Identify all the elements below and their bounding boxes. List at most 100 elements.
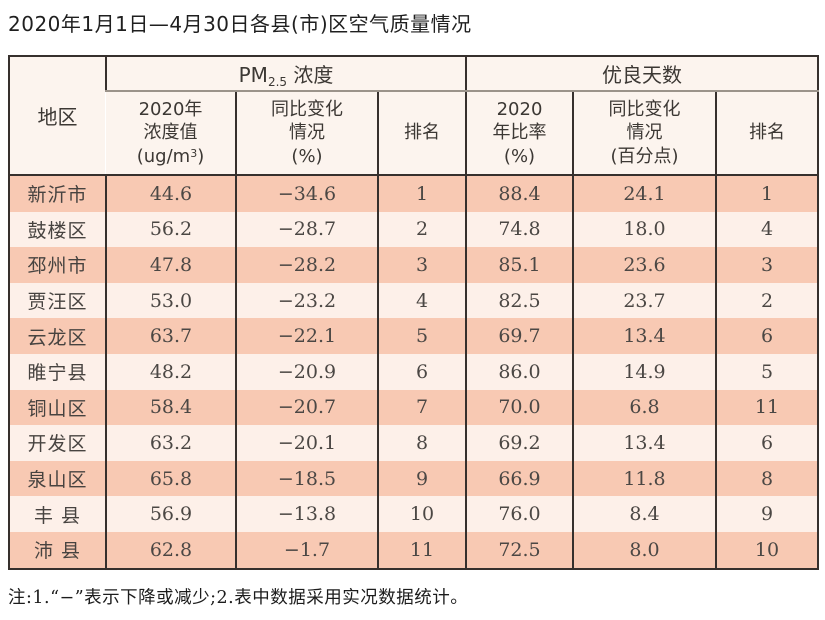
cell-region: 贾汪区	[27, 291, 88, 314]
cell-pm-change: −18.5	[235, 460, 378, 497]
cell-pm-change: −20.7	[235, 389, 378, 426]
table-row: 鼓楼区 56.2 −28.7 2 74.8 18.0 4	[9, 211, 819, 248]
cell-pm-change: −34.6	[235, 175, 378, 212]
table-row: 泉山区 65.8 −18.5 9 66.9 11.8 8	[9, 460, 819, 497]
cell-days-rate: 82.5	[465, 282, 573, 319]
cell-region: 云龙区	[27, 326, 88, 349]
table-header: 地区 PM2.5 浓度 优良天数 2020年 浓度值 (ug/m3) 同比变化 …	[9, 56, 819, 175]
cell-pm-rank: 11	[377, 531, 466, 569]
cell-pm-rank: 1	[377, 175, 466, 212]
cell-days-rate: 69.2	[465, 425, 573, 461]
cell-pm-change: −13.8	[235, 496, 378, 532]
header-days-rank: 排名	[714, 91, 819, 175]
cell-days-change: 23.7	[572, 282, 716, 319]
cell-days-rank: 5	[714, 353, 819, 390]
air-quality-table: 地区 PM2.5 浓度 优良天数 2020年 浓度值 (ug/m3) 同比变化 …	[8, 55, 820, 570]
cell-pm-value: 63.2	[105, 425, 236, 461]
cell-region: 铜山区	[27, 397, 88, 420]
cell-days-rate: 72.5	[465, 531, 573, 569]
cell-days-rank: 4	[714, 211, 819, 248]
cell-pm-value: 63.7	[105, 318, 236, 354]
cell-days-change: 11.8	[572, 460, 716, 497]
page-title: 2020年1月1日—4月30日各县(市)区空气质量情况	[8, 12, 472, 36]
cell-days-rate: 66.9	[465, 460, 573, 497]
cell-days-rate: 69.7	[465, 318, 573, 354]
header-pm-value: 2020年 浓度值 (ug/m3)	[106, 91, 236, 175]
cell-days-rate: 70.0	[465, 389, 573, 426]
cell-days-change: 24.1	[572, 175, 716, 212]
cell-pm-change: −20.1	[235, 425, 378, 461]
cell-days-rate: 85.1	[465, 247, 573, 283]
table-row: 丰 县 56.9 −13.8 10 76.0 8.4 9	[9, 496, 819, 532]
cell-days-rank: 1	[714, 175, 819, 212]
cell-pm-change: −1.7	[235, 531, 378, 569]
cell-days-rank: 6	[714, 318, 819, 354]
cell-days-rank: 3	[714, 247, 819, 283]
cell-days-change: 18.0	[572, 211, 716, 248]
cell-days-change: 23.6	[572, 247, 716, 283]
cell-pm-rank: 10	[377, 496, 466, 532]
cell-pm-value: 62.8	[105, 531, 236, 569]
cell-pm-change: −22.1	[235, 318, 378, 354]
cell-days-rate: 88.4	[465, 175, 573, 212]
cell-pm-change: −28.2	[235, 247, 378, 283]
cell-days-rank: 2	[714, 282, 819, 319]
table-row: 云龙区 63.7 −22.1 5 69.7 13.4 6	[9, 318, 819, 354]
cell-region: 开发区	[27, 433, 88, 456]
cell-pm-rank: 7	[377, 389, 466, 426]
cell-pm-change: −28.7	[235, 211, 378, 248]
cell-pm-value: 58.4	[105, 389, 236, 426]
cell-pm-rank: 4	[377, 282, 466, 319]
cell-pm-rank: 2	[377, 211, 466, 248]
table-row: 新沂市 44.6 −34.6 1 88.4 24.1 1	[9, 175, 819, 212]
cell-pm-rank: 3	[377, 247, 466, 283]
table-row: 贾汪区 53.0 −23.2 4 82.5 23.7 2	[9, 282, 819, 319]
cell-region: 鼓楼区	[27, 219, 88, 242]
cell-pm-rank: 8	[377, 425, 466, 461]
header-region: 地区	[9, 56, 106, 175]
header-group-good-days: 优良天数	[464, 56, 819, 92]
cell-pm-rank: 6	[377, 353, 466, 390]
cell-pm-value: 48.2	[105, 353, 236, 390]
header-group-pm25: PM2.5 浓度	[105, 56, 466, 92]
cell-days-rank: 8	[714, 460, 819, 497]
table-row: 铜山区 58.4 −20.7 7 70.0 6.8 11	[9, 389, 819, 426]
header-sub-row: 2020年 浓度值 (ug/m3) 同比变化 情况 (%) 排名 2020 年比…	[9, 91, 819, 175]
cell-pm-value: 47.8	[105, 247, 236, 283]
cell-days-change: 8.4	[572, 496, 716, 532]
table-row: 邳州市 47.8 −28.2 3 85.1 23.6 3	[9, 247, 819, 283]
pm-value-unit: (ug/m3)	[136, 145, 205, 167]
table-row: 睢宁县 48.2 −20.9 6 86.0 14.9 5	[9, 353, 819, 390]
pm25-label: PM2.5 浓度	[238, 62, 334, 89]
cell-pm-value: 56.9	[105, 496, 236, 532]
header-group-row: 地区 PM2.5 浓度 优良天数	[9, 56, 819, 175]
table-body: 新沂市 44.6 −34.6 1 88.4 24.1 1 鼓楼区 56.2 −28.7 2 74.8 1…	[9, 175, 819, 569]
header-pm-change: 同比变化 情况 (%)	[235, 91, 378, 175]
cell-days-rank: 9	[714, 496, 819, 532]
cell-pm-value: 53.0	[105, 282, 236, 319]
cell-pm-change: −20.9	[235, 353, 378, 390]
header-pm-rank: 排名	[377, 91, 466, 175]
cell-days-change: 8.0	[572, 531, 716, 569]
cell-days-rank: 6	[714, 425, 819, 461]
cell-days-change: 14.9	[572, 353, 716, 390]
cell-pm-value: 56.2	[105, 211, 236, 248]
cell-region: 丰 县	[33, 504, 82, 527]
cell-pm-value: 65.8	[105, 460, 236, 497]
cell-region: 邳州市	[27, 255, 88, 278]
table-row: 开发区 63.2 −20.1 8 69.2 13.4 6	[9, 425, 819, 461]
cell-pm-rank: 9	[377, 460, 466, 497]
cell-region: 泉山区	[27, 469, 88, 492]
footnote: 注:1.“−”表示下降或减少;2.表中数据采用实况数据统计。	[8, 587, 469, 608]
cell-region: 睢宁县	[27, 362, 88, 385]
cell-days-rank: 10	[714, 531, 819, 569]
cell-pm-value: 44.6	[105, 175, 236, 212]
cell-region: 沛 县	[33, 540, 82, 563]
cell-days-change: 6.8	[572, 389, 716, 426]
cell-days-change: 13.4	[572, 318, 716, 354]
header-days-change: 同比变化 情况 (百分点)	[572, 91, 716, 175]
cell-days-rank: 11	[714, 389, 819, 426]
cell-days-rate: 74.8	[465, 211, 573, 248]
cell-pm-change: −23.2	[235, 282, 378, 319]
